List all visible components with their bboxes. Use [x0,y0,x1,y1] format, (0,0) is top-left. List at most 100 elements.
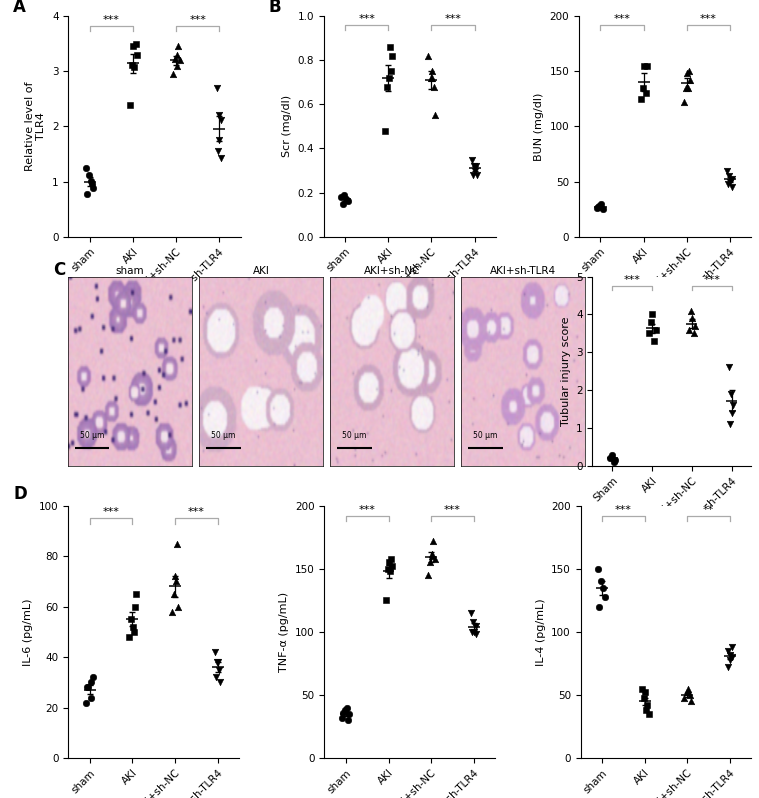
Point [726,650,738,663]
Point [210,671,222,684]
Text: ***: *** [102,508,119,517]
Y-axis label: TNF-α (pg/mL): TNF-α (pg/mL) [279,592,289,672]
Point [424,556,436,569]
Point [591,202,603,215]
Point [466,153,478,166]
Point [215,113,227,126]
Point [123,630,135,643]
Text: **: ** [703,505,714,515]
Point [87,182,99,195]
Point [680,81,692,94]
Text: ***: *** [624,275,641,286]
Text: ***: *** [188,508,205,517]
Point [422,49,434,62]
Point [679,691,691,704]
Point [343,708,355,721]
Point [342,714,354,727]
Title: sham: sham [115,266,144,276]
Point [465,606,477,619]
Point [84,676,96,689]
Point [592,563,604,575]
Point [80,696,92,709]
Point [597,203,609,215]
Text: 50 μm: 50 μm [342,431,367,440]
Point [647,308,659,321]
Point [128,626,140,638]
Text: ***: *** [445,14,461,24]
Point [213,109,225,122]
Point [645,316,657,329]
Point [128,61,140,73]
Point [593,200,605,212]
Point [594,600,606,613]
Point [650,323,662,336]
Point [380,124,392,137]
Point [171,59,183,72]
Point [721,164,733,177]
Point [383,41,395,53]
Point [722,177,734,190]
Point [166,606,178,618]
Point [594,575,606,588]
Point [426,65,438,77]
Point [470,619,482,632]
Point [426,550,438,563]
Point [640,87,652,100]
Text: ***: *** [704,275,720,286]
Point [424,72,436,85]
Point [427,81,439,93]
Point [688,327,700,340]
Point [603,452,616,464]
Point [214,676,226,689]
Point [82,681,94,693]
Point [169,53,181,65]
Point [641,699,653,712]
Point [427,535,439,547]
Point [386,560,398,573]
Point [212,145,224,158]
Point [637,81,649,94]
Point [167,68,179,81]
Point [85,174,97,187]
Y-axis label: IL-6 (pg/mL): IL-6 (pg/mL) [24,598,33,666]
Point [382,563,394,575]
Point [85,691,97,704]
Point [426,547,438,560]
Text: D: D [14,485,27,504]
Point [385,552,397,565]
Point [340,193,352,206]
Point [81,681,93,693]
Point [685,695,697,708]
Point [339,704,351,717]
Point [723,361,735,373]
Point [639,686,651,699]
Point [336,711,348,724]
Point [682,686,694,699]
Point [342,196,354,208]
Point [384,565,396,578]
Point [638,59,650,72]
Point [683,689,695,701]
Point [168,587,181,600]
Point [172,600,184,613]
Y-axis label: Relative level of
TLR4: Relative level of TLR4 [25,81,46,171]
Text: ***: *** [444,505,461,515]
Point [422,569,434,582]
Point [723,654,735,666]
Point [467,168,479,181]
Point [648,334,660,347]
Point [381,81,393,93]
Point [724,176,736,188]
Y-axis label: Tubular injury score: Tubular injury score [561,317,571,426]
Title: AKI+sh-NC: AKI+sh-NC [364,266,420,276]
Point [680,686,692,699]
Point [128,40,140,53]
Point [383,72,395,85]
Point [171,537,183,550]
Text: ***: *** [615,505,631,515]
Point [124,99,136,112]
Point [678,96,690,109]
Point [129,600,141,613]
Point [726,181,738,194]
Point [599,591,611,603]
